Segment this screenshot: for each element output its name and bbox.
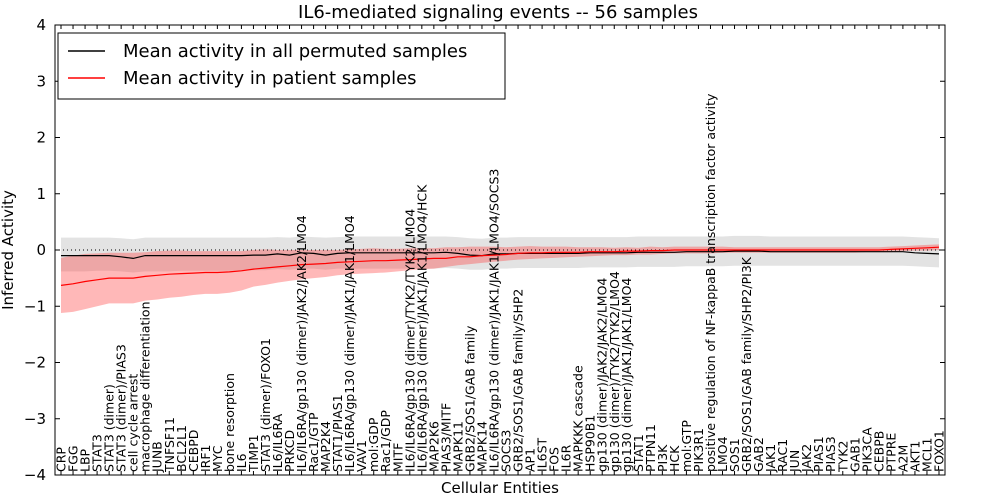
x-category-label: PTPRE: [883, 433, 898, 472]
x-category-label: A2M: [895, 445, 910, 472]
x-category-label: MCL1: [920, 438, 935, 472]
y-tick-label: 3: [36, 72, 46, 90]
x-category-label: IL6R: [559, 444, 574, 472]
x-category-label: HSP90B1: [583, 415, 598, 472]
x-category-label: SOS1: [727, 438, 742, 472]
x-category-label: JAK1: [763, 444, 778, 473]
x-category-label: FOXO1: [932, 430, 947, 472]
x-category-label: PI3K: [655, 444, 670, 472]
x-category-label: STAT1: [631, 434, 646, 472]
x-category-label: Rac1/GTP: [306, 412, 321, 472]
x-category-label: MAP2K6: [426, 421, 441, 472]
patient-range-band: [61, 244, 939, 313]
x-category-label: PIK3R1: [691, 428, 706, 472]
x-category-label: CEBPD: [186, 430, 201, 472]
x-category-label: cell cycle arrest: [126, 374, 141, 472]
x-category-label: VAV1: [354, 440, 369, 472]
x-category-label: macrophage differentiation: [138, 301, 153, 472]
x-category-label: AP1: [523, 448, 538, 472]
legend-label-permuted: Mean activity in all permuted samples: [123, 41, 467, 62]
x-category-label: JUNB: [150, 441, 165, 473]
x-category-label: STAT3 (dimer)/FOXO1: [258, 338, 273, 472]
y-tick-label: 1: [36, 185, 46, 203]
x-category-label: PTPN11: [643, 424, 658, 472]
x-category-label: LMO4: [715, 436, 730, 472]
x-category-label: TIMP1: [246, 434, 261, 473]
x-category-label: AKT1: [907, 441, 922, 472]
x-category-label: RAC1: [775, 439, 790, 472]
x-category-label: CRP: [54, 447, 69, 472]
y-tick-label: −3: [24, 410, 46, 428]
x-category-label: IL6ST: [535, 437, 550, 472]
x-category-label: IL6/IL6RA/gp130 (dimer)/TYK2/TYK2/LMO4: [402, 209, 417, 472]
x-category-label: GRB2/SOS1/GAB family/SHP2: [511, 289, 526, 472]
x-category-label: TNFSF11: [162, 417, 177, 473]
permuted-mean-line: [61, 250, 940, 260]
legend: Mean activity in all permuted samples Me…: [57, 32, 506, 100]
x-category-label: STAT3 (dimer): [102, 384, 117, 472]
y-tick-label: 4: [36, 16, 46, 34]
x-category-label: HCK: [667, 445, 682, 472]
legend-label-patient: Mean activity in patient samples: [123, 68, 417, 89]
x-category-label: STAT3 (dimer)/PIAS3: [114, 344, 129, 472]
y-tick-label: −1: [24, 297, 46, 315]
patient-mean-line: [60, 246, 940, 286]
x-category-label: PIAS3: [823, 436, 838, 472]
x-category-label: MAPK11: [450, 421, 465, 472]
x-category-label: GRB2/SOS1/GAB family/SHP2/PI3K: [739, 256, 754, 472]
x-category-label: mol:GTP: [679, 420, 694, 472]
x-category-label: MAP2K4: [318, 421, 333, 472]
x-category-label: bone resorption: [222, 373, 237, 472]
x-category-label: MAPK14: [475, 421, 490, 472]
x-category-label: FGG: [66, 445, 81, 472]
x-category-label: PIK3CA: [859, 427, 874, 472]
x-category-label: JAK2: [799, 444, 814, 473]
x-category-label: IRF1: [198, 444, 213, 472]
x-category-label: GRB2/SOS1/GAB family: [462, 325, 477, 472]
x-category-label: LBP: [78, 448, 93, 472]
x-category-label: TYK2: [835, 441, 850, 473]
x-category-label: SOCS3: [499, 430, 514, 472]
x-category-label: IL6/IL6RA: [270, 413, 285, 472]
x-category-label: GAB2: [751, 437, 766, 472]
x-category-label: MITF: [390, 443, 405, 472]
x-category-label: IL6/IL6RA/gp130 (dimer)/JAK1/JAK1/LMO4/H…: [414, 184, 429, 472]
x-category-label: MAPKKK cascade: [571, 365, 586, 472]
x-category-label: IL6: [234, 453, 249, 472]
y-axis-title: Inferred Activity: [0, 190, 17, 310]
x-category-label: Rac1/GDP: [378, 410, 393, 472]
x-category-label: PIAS3/MITF: [438, 403, 453, 472]
x-category-label: BCL2L1: [174, 425, 189, 472]
y-tick-label: −4: [24, 466, 46, 484]
x-category-label: FOS: [547, 447, 562, 472]
y-tick-label: 0: [36, 241, 46, 259]
x-category-label: GAB1: [847, 437, 862, 472]
x-category-label: PRKCD: [282, 430, 297, 472]
x-axis-title: Cellular Entities: [441, 479, 559, 497]
x-category-label: positive regulation of NF-kappaB transcr…: [703, 93, 718, 472]
x-category-label: STAT3: [90, 434, 105, 472]
x-category-label: gp130 (dimer)/JAK1/JAK1/LMO4: [619, 278, 634, 472]
x-category-label: JUN: [787, 450, 802, 473]
x-category-label: STAT1/PIAS1: [330, 394, 345, 472]
y-tick-label: −2: [24, 354, 46, 372]
x-category-label: mol:GDP: [366, 417, 381, 472]
x-category-label: PIAS1: [811, 436, 826, 472]
y-tick-label: 2: [36, 129, 46, 147]
chart-title: IL6-mediated signaling events -- 56 samp…: [298, 2, 698, 23]
x-category-label: gp130 (dimer)/TYK2/TYK2/LMO4: [607, 271, 622, 472]
x-category-label: gp130 (dimer)/JAK2/JAK2/LMO4: [595, 278, 610, 472]
x-category-label: IL6/IL6RA/gp130 (dimer)/JAK1/JAK1/LMO4/S…: [487, 169, 502, 472]
legend-frame: [57, 32, 506, 100]
x-category-label: MYC: [210, 445, 225, 472]
x-category-label: IL6/IL6RA/gp130 (dimer)/JAK2/JAK2/LMO4: [294, 215, 309, 472]
x-category-label: CEBPB: [871, 431, 886, 472]
x-category-label: IL6/IL6RA/gp130 (dimer)/JAK1/JAK1/LMO4: [342, 215, 357, 472]
